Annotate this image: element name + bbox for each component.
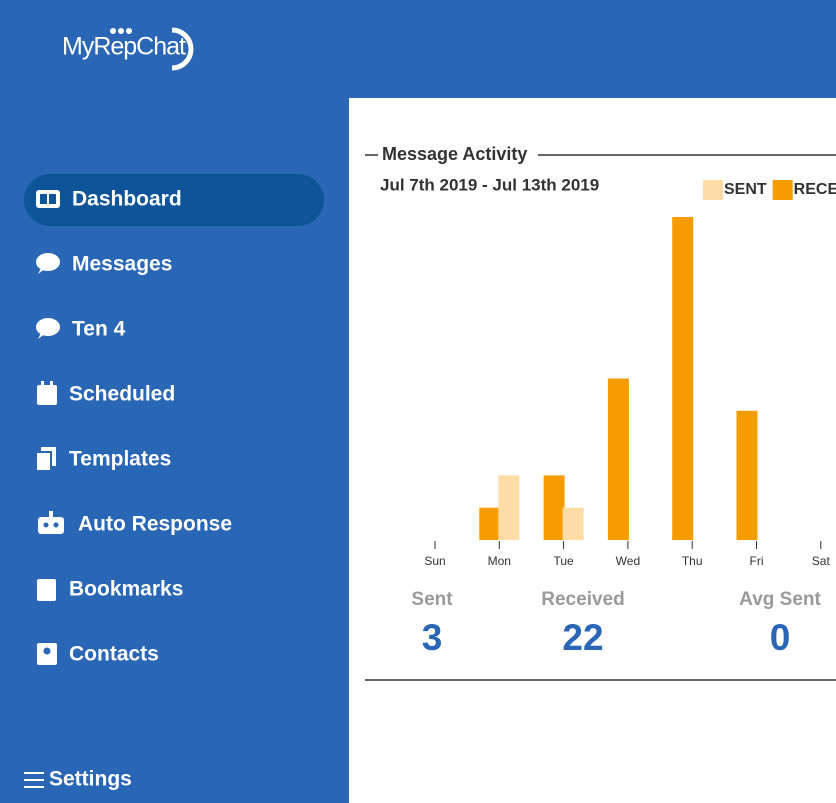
bar	[479, 507, 501, 540]
nav-label[interactable]: Contacts	[69, 643, 159, 666]
nav-label[interactable]: Templates	[69, 448, 171, 471]
nav-label[interactable]: Scheduled	[69, 383, 175, 406]
bar	[562, 507, 584, 540]
stat-label: Received	[541, 589, 624, 610]
nav-settings[interactable]: Settings	[24, 768, 132, 791]
stat-label: Avg Sent	[739, 589, 821, 610]
legend-label: SENT	[724, 181, 767, 198]
stat-value: 22	[562, 617, 603, 658]
bar	[543, 475, 565, 540]
stats: Sent 3 Received 22 Avg Sent 0	[411, 589, 821, 658]
nav-label[interactable]: Bookmarks	[69, 578, 183, 601]
nav-dashboard[interactable]: Dashboard	[36, 188, 182, 211]
nav-auto-response[interactable]: Auto Response	[38, 511, 232, 536]
nav-label[interactable]: Ten 4	[72, 318, 126, 341]
legend-swatch	[772, 180, 793, 200]
nav-label[interactable]: Settings	[49, 768, 132, 791]
bar	[736, 410, 758, 540]
stat-label: Sent	[411, 589, 453, 610]
x-tick-label: Thu	[682, 554, 703, 568]
x-tick-label: Mon	[488, 554, 511, 568]
nav-label[interactable]: Messages	[72, 253, 172, 276]
nav-messages[interactable]: Messages	[36, 253, 172, 276]
x-tick-label: Tue	[553, 554, 574, 568]
x-tick-label: Fri	[750, 554, 764, 568]
active-nav-bg	[24, 174, 324, 226]
nav-label[interactable]: Dashboard	[72, 188, 182, 211]
legend-label: RECEIVED	[794, 181, 836, 198]
logo: MyRepChat	[62, 27, 194, 71]
chart: SENT RECEIVED Sun Mon Tue Wed Thu Fri Sat	[424, 180, 836, 568]
bar	[498, 475, 520, 540]
nav-scheduled[interactable]: Scheduled	[37, 381, 175, 406]
content	[349, 98, 836, 803]
nav-bookmarks[interactable]: Bookmarks	[37, 578, 183, 601]
stat-value: 3	[422, 617, 443, 658]
card-title: Message Activity	[382, 144, 527, 164]
stat-value: 0	[770, 617, 791, 658]
logo-text: MyRepChat	[62, 33, 186, 61]
bar	[607, 378, 629, 540]
nav-templates[interactable]: Templates	[35, 447, 171, 472]
legend-swatch	[703, 180, 723, 200]
bar	[672, 217, 694, 540]
x-tick-label: Wed	[616, 554, 640, 568]
x-tick-label: Sun	[424, 554, 445, 568]
nav-contacts[interactable]: Contacts	[37, 643, 159, 666]
date-range: Jul 7th 2019 - Jul 13th 2019	[380, 175, 599, 194]
nav-ten4[interactable]: Ten 4	[36, 318, 126, 341]
nav-label[interactable]: Auto Response	[78, 513, 232, 536]
x-tick-label: Sat	[812, 554, 831, 568]
